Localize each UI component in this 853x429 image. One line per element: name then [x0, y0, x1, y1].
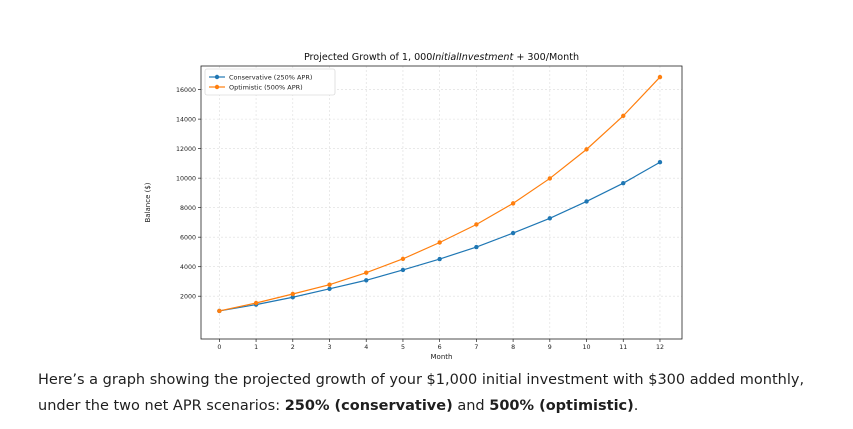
x-tick-label: 10 — [583, 344, 591, 351]
data-point — [364, 278, 369, 283]
data-point — [621, 113, 626, 119]
y-tick-label: 14000 — [176, 116, 196, 123]
data-point — [621, 180, 626, 186]
x-tick-label: 5 — [401, 344, 405, 351]
caption-and: and — [452, 398, 490, 414]
data-point — [437, 240, 442, 245]
x-tick-label: 7 — [474, 344, 478, 351]
y-tick-label: 4000 — [180, 264, 196, 271]
y-tick-label: 8000 — [180, 205, 196, 212]
legend-marker — [214, 84, 220, 90]
x-tick-label: 0 — [217, 344, 221, 351]
data-point — [584, 199, 589, 204]
caption: Here’s a graph showing the projected gro… — [38, 367, 838, 419]
x-axis-label: Month — [431, 353, 453, 361]
data-point — [547, 176, 553, 181]
data-point — [290, 291, 295, 297]
x-tick-label: 2 — [291, 344, 295, 351]
line-chart: 0 1 2 3 4 5 6 7 8 9 10 11 12200040006000800010000120… — [144, 52, 683, 361]
data-point — [400, 267, 406, 273]
chart-container: 0 1 2 3 4 5 6 7 8 9 10 11 12 2000 4000 6000 8000 10000 120… — [144, 52, 683, 361]
data-point — [547, 216, 553, 221]
caption-end: . — [633, 398, 639, 414]
caption-bold-optimistic: 500% (optimistic) — [489, 398, 634, 414]
legend-label: Conservative (250% APR) — [229, 73, 312, 81]
x-tick-label: 3 — [328, 344, 332, 351]
chart-title-prefix: Projected Growth of 1, 000 — [304, 52, 432, 63]
data-point — [437, 256, 442, 262]
data-point — [253, 300, 259, 306]
data-point — [327, 282, 332, 287]
y-tick-label: 10000 — [176, 175, 196, 182]
chart-title-italic: InitialInvestment — [432, 52, 514, 63]
x-tick-label: 8 — [511, 344, 515, 351]
x-tick-label: 6 — [438, 344, 442, 351]
y-tick-label: 2000 — [180, 293, 196, 300]
legend-marker — [214, 74, 220, 80]
caption-line-1: Here’s a graph showing the projected gro… — [38, 372, 805, 388]
y-tick-label: 12000 — [176, 146, 196, 153]
data-point — [290, 295, 295, 300]
data-point — [510, 230, 516, 236]
plot-frame — [200, 65, 683, 340]
chart-title-suffix: + 300/Month — [513, 52, 579, 63]
plot-area — [201, 66, 682, 339]
data-point — [474, 222, 479, 227]
data-point — [327, 286, 332, 292]
data-point — [510, 201, 516, 206]
data-point — [657, 74, 663, 80]
caption-line-2-prefix: under the two net APR scenarios: — [38, 398, 285, 414]
data-point — [474, 244, 479, 250]
y-axis-label: Balance ($) — [144, 182, 152, 222]
x-tick-label: 1 — [254, 344, 258, 351]
legend-box — [204, 68, 336, 96]
data-point — [584, 147, 589, 152]
chart-title: Projected Growth of 1, 000InitialInvestm… — [304, 52, 579, 63]
legend-label: Optimistic (500% APR) — [229, 83, 303, 91]
caption-bold-conservative: 250% (conservative) — [284, 398, 453, 414]
y-tick-label: 6000 — [180, 234, 196, 241]
data-point — [217, 308, 222, 314]
x-tick-label: 11 — [619, 344, 627, 351]
y-tick-label: 16000 — [176, 87, 196, 94]
data-point — [657, 160, 663, 165]
x-tick-label: 4 — [364, 344, 368, 351]
caption-line-2: under the two net APR scenarios: 250% (c… — [38, 393, 838, 419]
data-point — [364, 270, 369, 275]
x-tick-label: 9 — [548, 344, 552, 351]
data-point — [400, 256, 406, 262]
x-tick-label: 12 — [656, 344, 664, 351]
